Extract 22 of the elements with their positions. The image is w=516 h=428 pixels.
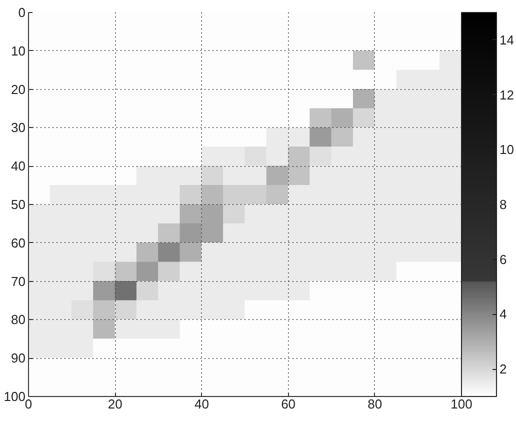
y-tick-label: 10 xyxy=(11,43,26,58)
y-tick-label: 70 xyxy=(11,274,26,289)
color-bar-label: 2 xyxy=(500,362,507,377)
color-bar-label: 12 xyxy=(500,87,514,102)
color-bar-label: 6 xyxy=(500,252,507,267)
y-tick-label: 80 xyxy=(11,312,26,328)
y-tick-label: 60 xyxy=(11,235,26,250)
y-tick-label: 20 xyxy=(11,82,26,97)
y-tick-label: 0 xyxy=(18,5,26,20)
x-tick-label: 20 xyxy=(108,396,122,412)
x-tick-label: 40 xyxy=(194,396,209,412)
color-bar-label: 10 xyxy=(500,142,514,158)
color-bar-label: 14 xyxy=(500,32,514,48)
y-tick-label: 50 xyxy=(11,197,26,212)
x-tick-label: 80 xyxy=(368,396,382,412)
color-bar-label: 4 xyxy=(500,306,507,322)
x-tick-label: 100 xyxy=(450,396,472,412)
color-bar-label: 8 xyxy=(500,197,507,212)
y-tick-label: 40 xyxy=(11,158,26,174)
y-tick-label: 90 xyxy=(11,350,26,366)
y-tick-label: 30 xyxy=(11,120,26,136)
x-tick-label: 60 xyxy=(281,396,296,412)
